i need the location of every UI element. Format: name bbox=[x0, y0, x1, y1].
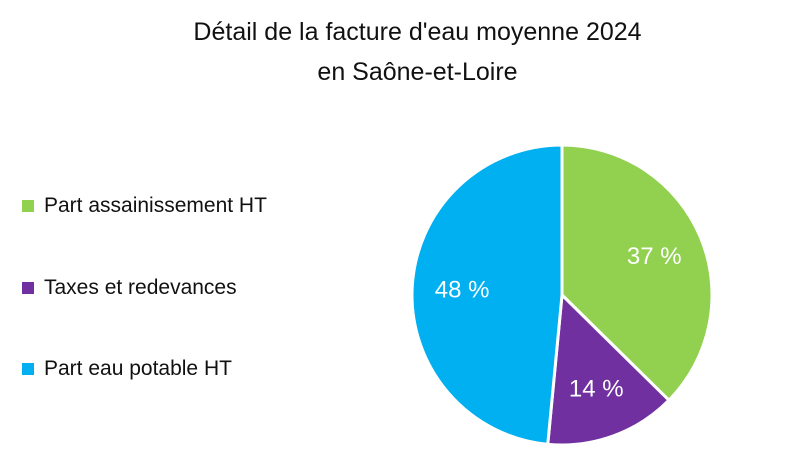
slice-label-eau-potable: 48 % bbox=[435, 277, 490, 304]
legend-item-assainissement: Part assainissement HT bbox=[22, 194, 267, 218]
legend-swatch-eau-potable bbox=[22, 363, 34, 375]
chart-subtitle: en Saône-et-Loire bbox=[317, 58, 518, 86]
legend-swatch-taxes bbox=[22, 282, 34, 294]
slice-label-assainissement: 37 % bbox=[627, 243, 682, 270]
pie-slice-taxes bbox=[546, 293, 671, 447]
legend-item-eau-potable: Part eau potable HT bbox=[22, 357, 232, 381]
legend-item-taxes: Taxes et redevances bbox=[22, 276, 237, 300]
legend-label-assainissement: Part assainissement HT bbox=[44, 194, 267, 217]
legend-swatch-assainissement bbox=[22, 200, 34, 212]
pie-slice-eau-potable bbox=[410, 143, 564, 446]
pie-slice-assainissement bbox=[560, 143, 714, 402]
slice-label-taxes: 14 % bbox=[569, 375, 624, 402]
chart-title: Détail de la facture d'eau moyenne 2024 bbox=[193, 18, 642, 46]
legend-label-eau-potable: Part eau potable HT bbox=[44, 357, 232, 380]
legend-label-taxes: Taxes et redevances bbox=[44, 276, 237, 299]
